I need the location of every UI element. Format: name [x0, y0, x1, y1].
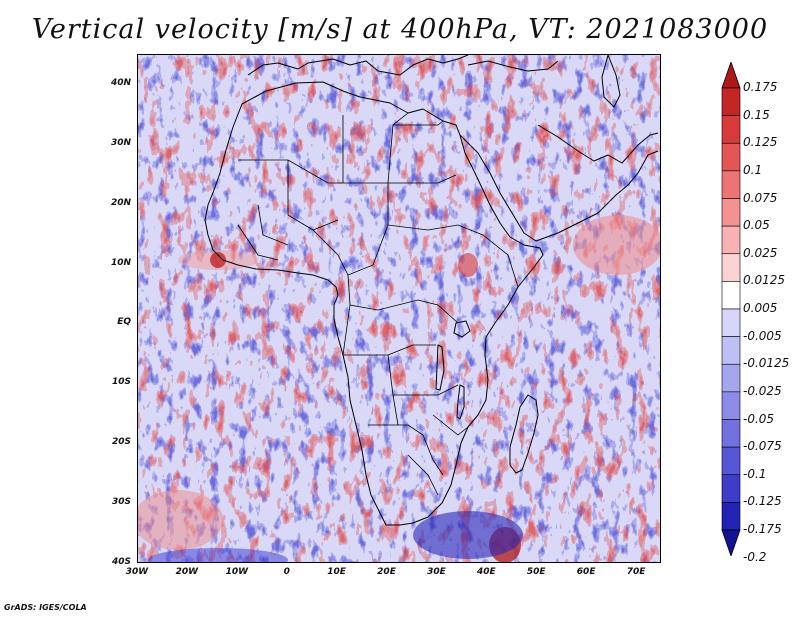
border-line [312, 224, 484, 276]
lon-tick-label: 0 [283, 567, 290, 577]
lat-tick-label: 20S [111, 437, 131, 448]
lat-tick-label: 30S [111, 497, 131, 508]
lat-tick-label: 40N [110, 77, 131, 88]
southern-ocean-descent-core [413, 511, 523, 559]
colorbar-tick-label: -0.175 [743, 522, 782, 536]
colorbar-tick-label: 0.0125 [743, 273, 785, 288]
colorbar-segment [721, 281, 741, 310]
colorbar-tick-label: -0.025 [743, 383, 782, 398]
lon-tick-label: 40E [476, 567, 496, 577]
colorbar-extend-max [721, 62, 741, 89]
colorbar-segment [721, 502, 741, 531]
colorbar-tick-label: 0.175 [743, 80, 778, 94]
colorbar-tick-label: 0.075 [743, 190, 778, 205]
country-borders [237, 112, 519, 496]
persian-gulf-coastline [537, 124, 659, 164]
border-line [407, 454, 439, 496]
colorbar-extend-min [721, 529, 741, 556]
black-sea-coastline [467, 60, 559, 72]
colorbar-tick-label: 0.1 [743, 162, 763, 177]
guinea-coast-ascent-core [210, 252, 226, 268]
colorbar-segment [721, 474, 741, 503]
border-line [237, 224, 279, 261]
ethiopia-ascent-core [458, 253, 478, 277]
africa-coastline [204, 81, 544, 526]
map-title: Vertical velocity [m/s] at 400hPa, VT: 2… [31, 14, 769, 45]
lon-tick-label: 30W [125, 567, 149, 577]
lon-tick-label: 10E [327, 567, 346, 577]
madagascar-coastline [509, 394, 539, 474]
lake-tanganyika [435, 344, 445, 391]
lake-victoria [453, 320, 471, 338]
colorbar-tick-label: -0.075 [743, 439, 782, 454]
colorbar-segment [721, 308, 741, 337]
colorbar-segment [721, 391, 741, 420]
border-line [368, 424, 444, 476]
colorbar-segment [721, 363, 741, 393]
colorbar [721, 62, 741, 556]
border-line [287, 160, 339, 231]
colorbar-segment [721, 198, 741, 227]
colorbar-segment [721, 253, 741, 282]
lat-tick-label: 30N [110, 137, 131, 148]
coastlines [204, 55, 659, 526]
colorbar-tick-label: -0.1 [743, 466, 767, 481]
colorbar-tick-label: 0.005 [743, 301, 778, 315]
arabia-coastline [459, 134, 659, 242]
colorbar-segment [721, 225, 741, 255]
colorbar-tick-label: -0.125 [743, 494, 782, 509]
border-line [388, 174, 457, 184]
lat-tick-label: 40S [111, 557, 131, 567]
border-line [432, 414, 469, 436]
grads-credit: GrADS: IGES/COLA [4, 603, 87, 612]
lat-tick-label: 10S [111, 377, 131, 388]
caspian-coastline [601, 55, 621, 108]
colorbar-segment [721, 419, 741, 448]
lat-tick-label: 10N [110, 257, 131, 268]
colorbar-tick-label: 0.125 [743, 135, 778, 150]
colorbar-segment [721, 170, 741, 199]
border-line [342, 115, 389, 225]
colorbar-segment [721, 336, 741, 365]
colorbar-tick-label: -0.0125 [743, 356, 790, 371]
vertical-velocity-map [138, 55, 660, 562]
lat-tick-label: EQ [117, 317, 131, 328]
field-ascent-pattern [138, 55, 660, 562]
southwest-descent-area [148, 548, 288, 562]
colorbar-tick-label: 0.025 [743, 245, 778, 260]
border-line [392, 394, 399, 426]
border-line [257, 204, 289, 246]
border-line [238, 159, 343, 184]
colorbar-segment [721, 115, 741, 144]
lon-tick-label: 70E [626, 567, 646, 577]
colorbar-tick-label: -0.005 [743, 328, 782, 343]
field-hotspots [138, 215, 660, 562]
lon-tick-label: 20W [175, 567, 199, 577]
lon-tick-label: 20E [377, 567, 396, 577]
south-atlantic-ascent-area [138, 490, 223, 550]
colorbar-segment [721, 87, 741, 116]
lon-tick-label: 10W [225, 567, 249, 577]
colorbar-tick-label: 0.05 [743, 218, 770, 233]
border-line [482, 234, 519, 288]
border-line [347, 274, 459, 324]
border-line [393, 120, 444, 126]
colorbar-segment [721, 142, 741, 172]
border-line [387, 354, 459, 396]
lon-tick-label: 60E [576, 567, 596, 577]
map-plot-area [137, 54, 661, 563]
colorbar-tick-label: -0.2 [743, 549, 767, 564]
lon-tick-label: 30E [427, 567, 446, 577]
colorbar-tick-label: 0.15 [743, 107, 770, 122]
arabian-sea-ascent-area [573, 215, 660, 275]
lat-tick-label: 20N [110, 197, 131, 208]
lon-tick-label: 50E [526, 567, 546, 577]
lake-malawi [456, 384, 465, 420]
colorbar-segment [721, 446, 741, 476]
colorbar-tick-label: -0.05 [743, 411, 775, 426]
europe-coastline [247, 55, 469, 76]
